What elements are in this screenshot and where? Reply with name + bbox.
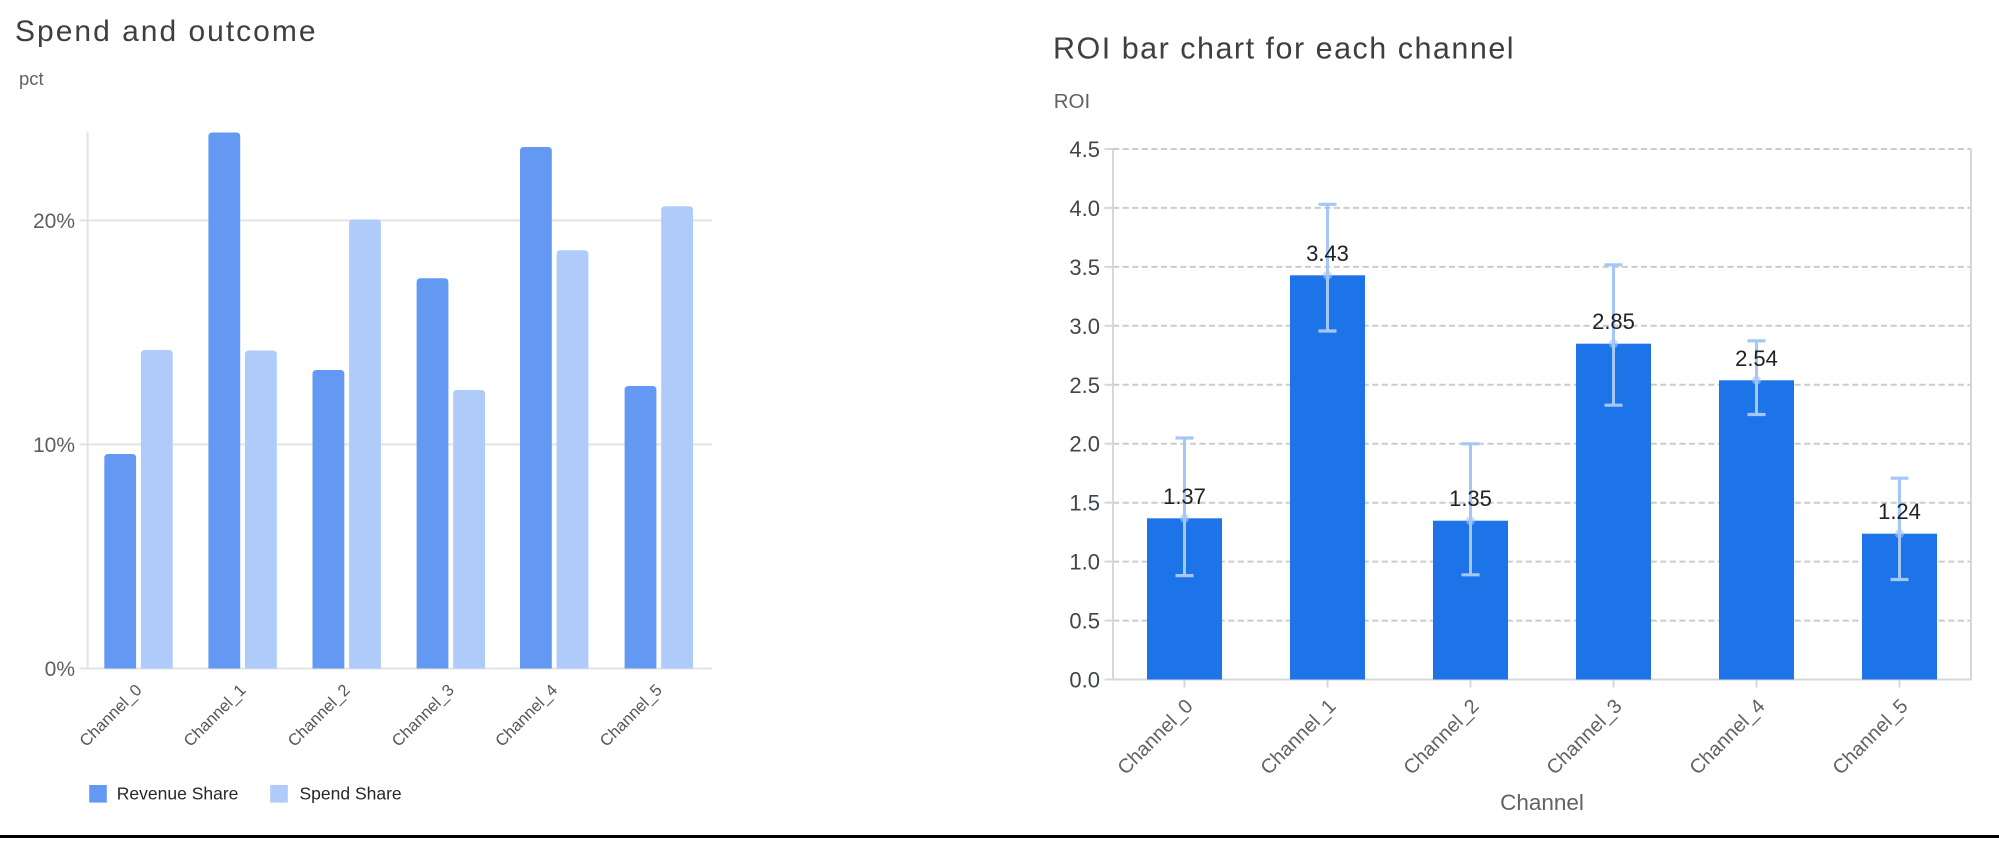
svg-text:2.54: 2.54 (1735, 346, 1778, 371)
svg-text:3.43: 3.43 (1306, 241, 1349, 266)
svg-text:Spend and outcome: Spend and outcome (15, 15, 318, 48)
svg-text:3.0: 3.0 (1069, 314, 1100, 339)
svg-text:1.37: 1.37 (1163, 484, 1206, 509)
svg-text:3.5: 3.5 (1069, 255, 1100, 280)
svg-text:Spend Share: Spend Share (300, 784, 402, 804)
svg-text:2.0: 2.0 (1069, 432, 1100, 457)
svg-text:1.0: 1.0 (1069, 550, 1100, 575)
svg-text:pct: pct (19, 68, 44, 89)
svg-text:ROI: ROI (1054, 90, 1090, 113)
svg-text:Channel: Channel (1500, 790, 1584, 815)
svg-text:0.0: 0.0 (1069, 668, 1100, 693)
svg-text:10%: 10% (33, 434, 75, 457)
svg-text:2.5: 2.5 (1069, 373, 1100, 398)
svg-text:1.35: 1.35 (1449, 486, 1492, 511)
svg-text:20%: 20% (33, 210, 75, 233)
svg-text:1.5: 1.5 (1069, 491, 1100, 516)
svg-text:0.5: 0.5 (1069, 609, 1100, 634)
svg-text:ROI bar chart for each channel: ROI bar chart for each channel (1053, 32, 1515, 66)
svg-text:2.85: 2.85 (1592, 309, 1635, 334)
svg-text:4.5: 4.5 (1069, 137, 1100, 162)
svg-text:0%: 0% (45, 658, 75, 681)
svg-text:Revenue Share: Revenue Share (117, 784, 239, 804)
svg-text:1.24: 1.24 (1878, 499, 1921, 524)
svg-text:4.0: 4.0 (1069, 196, 1100, 221)
